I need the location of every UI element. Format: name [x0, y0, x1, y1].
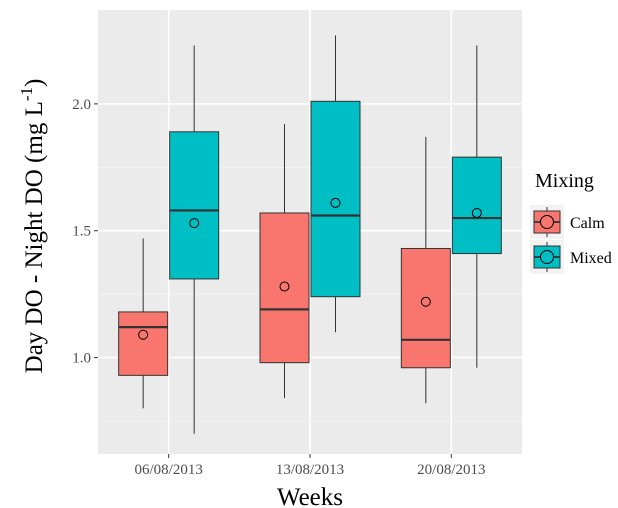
legend-title: Mixing	[535, 170, 594, 192]
box-mean-point	[189, 218, 200, 229]
box-mixed-1	[169, 45, 220, 434]
box-mean-point	[330, 197, 341, 208]
box-mixed-3	[451, 45, 502, 368]
y-axis-title-close: )	[21, 79, 48, 87]
legend-key-point	[540, 250, 554, 264]
box-iqr	[118, 311, 169, 376]
box-mean-point	[420, 296, 431, 307]
x-tick-label: 13/08/2013	[276, 462, 344, 478]
box-iqr	[310, 100, 361, 298]
y-axis: 1.0 1.5 2.0	[72, 97, 98, 367]
box-iqr	[169, 131, 220, 280]
y-axis-title: Day DO - Night DO (mg L-1)	[17, 79, 48, 374]
box-calm-1	[118, 238, 169, 409]
x-axis: 06/08/2013 13/08/2013 20/08/2013	[134, 454, 486, 478]
legend-label: Mixed	[570, 250, 612, 267]
x-tick-label: 06/08/2013	[134, 462, 202, 478]
box-calm-2	[259, 124, 310, 399]
legend-key-point	[540, 215, 554, 229]
y-axis-title-main: Day DO - Night DO (mg L	[21, 101, 48, 373]
box-iqr	[451, 156, 502, 255]
legend: Calm Mixed	[530, 205, 612, 274]
box-mixed-2	[310, 35, 361, 333]
legend-item-mixed: Mixed	[530, 240, 612, 274]
legend-item-calm: Calm	[530, 205, 605, 239]
box-plots	[118, 35, 502, 434]
y-tick-label: 1.0	[72, 351, 91, 367]
x-axis-title: Weeks	[277, 484, 343, 508]
y-tick-label: 2.0	[72, 97, 91, 113]
box-mean-point	[279, 281, 290, 292]
grid-lines	[98, 10, 522, 454]
box-calm-3	[400, 136, 451, 404]
box-iqr	[400, 247, 451, 369]
x-tick-label: 20/08/2013	[417, 462, 485, 478]
legend-label: Calm	[570, 215, 605, 232]
box-mean-point	[471, 207, 482, 218]
box-iqr	[259, 212, 310, 364]
box-mean-point	[138, 329, 149, 340]
y-axis-title-superscript: -1	[17, 87, 36, 101]
y-tick-label: 1.5	[72, 224, 91, 240]
